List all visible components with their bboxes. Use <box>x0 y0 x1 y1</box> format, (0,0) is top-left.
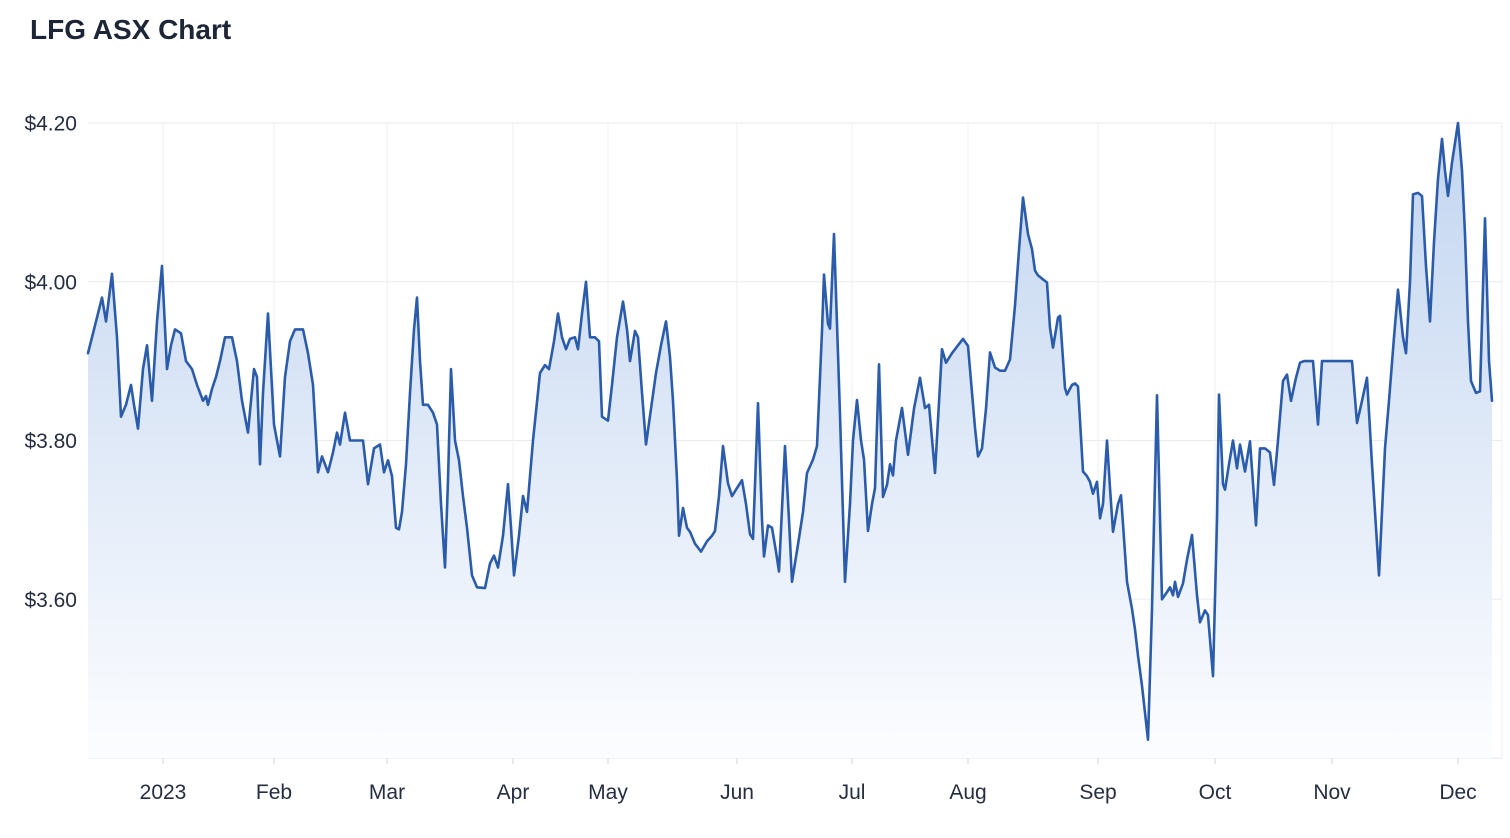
x-axis-label: Apr <box>497 781 530 804</box>
page-title: LFG ASX Chart <box>30 14 232 45</box>
price-line[interactable] <box>86 121 1494 741</box>
x-axis-label: Oct <box>1199 781 1232 804</box>
x-axis-label: Jun <box>720 781 754 804</box>
y-axis-label: $4.00 <box>24 271 77 294</box>
x-axis-label: Sep <box>1079 781 1116 804</box>
x-axis-label: May <box>588 781 628 804</box>
x-axis-label: Nov <box>1313 781 1351 804</box>
price-series[interactable] <box>86 121 1494 758</box>
x-axis-label: Jul <box>839 781 866 804</box>
price-area <box>88 123 1492 758</box>
x-axis-label: 2023 <box>140 781 187 804</box>
x-axis-label: Aug <box>949 781 986 804</box>
x-axis: 2023 Feb Mar Apr May Jun Jul Aug Sep Oct Nov Dec <box>140 781 1477 804</box>
x-axis-label: Mar <box>369 781 405 804</box>
x-axis-label: Dec <box>1439 781 1476 804</box>
y-axis-label: $3.60 <box>24 589 77 612</box>
y-axis-label: $3.80 <box>24 430 77 453</box>
y-axis-label: $4.20 <box>24 113 77 136</box>
x-axis-label: Feb <box>256 781 292 804</box>
y-axis: $4.20 $4.00 $3.80 $3.60 <box>24 113 77 612</box>
